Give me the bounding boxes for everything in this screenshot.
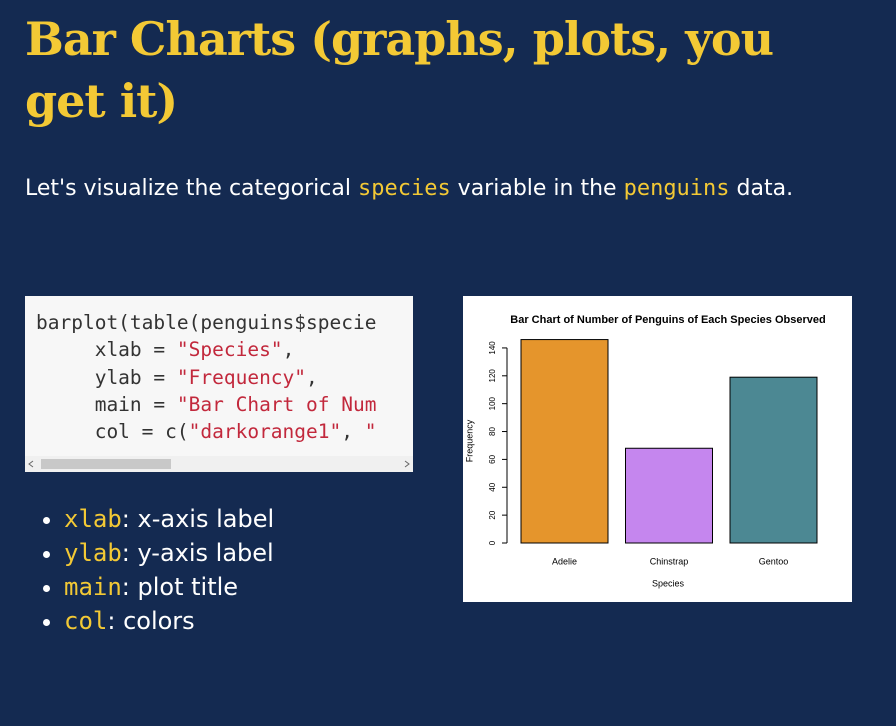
y-tick-label: 20 — [488, 510, 497, 519]
code-line: barplot(table(penguins$specie — [36, 309, 413, 336]
x-tick-label: Gentoo — [759, 556, 789, 566]
y-tick-label: 100 — [488, 396, 497, 410]
intro-text-part: Let's visualize the categorical — [25, 176, 358, 201]
code-line: ylab = "Frequency", — [36, 364, 413, 391]
x-axis-label: Species — [652, 578, 685, 588]
code-string: "Frequency" — [176, 365, 307, 389]
y-tick-label: 60 — [488, 454, 497, 463]
y-tick-label: 140 — [488, 341, 497, 355]
code-block: barplot(table(penguins$specie xlab = "Sp… — [25, 296, 413, 472]
chart-title: Bar Chart of Number of Penguins of Each … — [510, 314, 825, 326]
code-token: col = c( — [36, 420, 189, 444]
code-token: ylab = — [36, 365, 177, 389]
bullet-item: col: colors — [64, 604, 274, 638]
bullet-item: main: plot title — [64, 570, 274, 604]
bar — [625, 447, 713, 544]
code-token: xlab = — [36, 338, 177, 362]
intro-text-part: data. — [729, 176, 794, 201]
intro-text: Let's visualize the categorical species … — [25, 172, 845, 205]
bar — [729, 376, 818, 544]
y-tick-label: 120 — [488, 369, 497, 383]
bullet-text: : colors — [107, 607, 195, 635]
intro-text-part: variable in the — [450, 176, 624, 201]
code-token: main = — [36, 392, 177, 416]
x-tick-label: Chinstrap — [650, 556, 689, 566]
y-tick-label: 80 — [488, 427, 497, 436]
bullet-item: xlab: x-axis label — [64, 502, 274, 536]
y-axis-label: Frequency — [464, 419, 474, 462]
code-token: , — [341, 420, 365, 444]
bullet-item: ylab: y-axis label — [64, 536, 274, 570]
inline-code: col — [64, 607, 108, 635]
code-line: main = "Bar Chart of Num — [36, 391, 413, 418]
x-tick-label: Adelie — [552, 556, 577, 566]
y-tick-label: 0 — [488, 540, 497, 545]
slide-title: Bar Charts (graphs, plots, you get it) — [25, 12, 774, 128]
code-string: "darkorange1" — [188, 420, 342, 444]
code-line: xlab = "Species", — [36, 336, 413, 363]
code-string: " — [364, 420, 377, 444]
inline-code: penguins — [623, 176, 730, 201]
code-text: barplot(table(penguins$specie xlab = "Sp… — [25, 296, 413, 445]
inline-code: ylab — [64, 539, 122, 567]
code-token: , — [306, 365, 318, 389]
code-token: , — [282, 338, 295, 362]
bar — [520, 339, 609, 544]
bullet-text: : y-axis label — [121, 539, 274, 567]
code-string: "Bar Chart of Num — [176, 392, 377, 416]
bullet-text: : plot title — [121, 573, 239, 601]
code-token: barplot(table(penguins$specie — [36, 311, 377, 334]
inline-code: xlab — [64, 505, 122, 533]
scrollbar[interactable] — [25, 456, 413, 472]
inline-code: main — [64, 573, 122, 601]
code-line: col = c("darkorange1", " — [36, 418, 413, 445]
y-tick-label: 40 — [488, 482, 497, 491]
chart: Bar Chart of Number of Penguins of Each … — [463, 296, 852, 602]
code-string: "Species" — [176, 338, 283, 362]
scroll-thumb[interactable] — [41, 459, 171, 469]
scroll-arrows — [28, 460, 410, 468]
inline-code: species — [357, 176, 451, 201]
bullet-text: : x-axis label — [121, 505, 275, 533]
bullet-list: xlab: x-axis labelylab: y-axis labelmain… — [40, 502, 274, 638]
